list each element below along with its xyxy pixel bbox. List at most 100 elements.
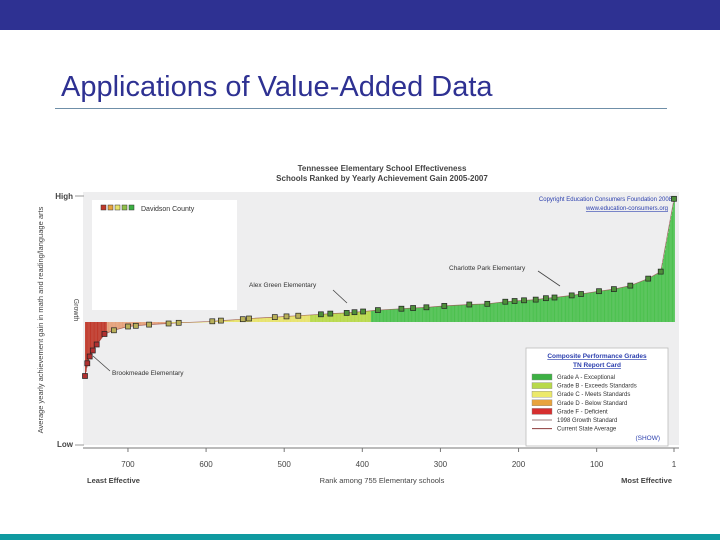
school-bar <box>610 289 612 322</box>
school-bar <box>467 304 469 322</box>
school-bar <box>299 315 301 322</box>
davidson-school-point <box>511 298 518 304</box>
school-bar <box>521 300 523 322</box>
school-bar <box>440 306 442 322</box>
school-bar <box>334 313 336 322</box>
school-bar <box>490 303 492 322</box>
school-bar <box>338 313 339 322</box>
school-bar <box>459 305 461 322</box>
school-bar <box>456 305 458 322</box>
school-bar <box>256 318 257 322</box>
school-bar <box>548 298 550 322</box>
school-bar <box>579 294 581 322</box>
davidson-school-point <box>578 291 584 297</box>
school-bar <box>492 303 494 322</box>
show-toggle[interactable]: (SHOW) <box>635 435 660 442</box>
school-bar <box>632 284 634 322</box>
school-bar <box>628 285 630 322</box>
grade-legend-marker <box>531 399 553 406</box>
school-bar <box>304 315 306 322</box>
school-bar <box>469 304 471 322</box>
school-bar <box>392 309 393 322</box>
school-bar <box>216 320 218 322</box>
school-bar <box>458 305 460 322</box>
school-bar <box>465 304 467 322</box>
school-bar <box>573 295 575 322</box>
school-bar <box>557 297 559 322</box>
school-bar <box>540 298 542 322</box>
school-bar <box>227 320 229 322</box>
school-bar <box>456 305 457 322</box>
school-bar <box>415 307 417 322</box>
school-bar <box>638 282 639 322</box>
davidson-school-point <box>246 315 252 322</box>
school-bar <box>661 267 663 322</box>
school-bar <box>261 317 263 322</box>
school-bar <box>326 313 328 322</box>
school-bar <box>624 286 626 322</box>
school-bar <box>337 313 339 322</box>
school-bar <box>122 322 124 328</box>
school-bar <box>367 311 369 322</box>
school-bar <box>541 298 543 322</box>
school-bar <box>660 271 662 322</box>
school-bar <box>472 304 474 322</box>
school-bar <box>267 317 268 322</box>
school-bar <box>445 305 447 322</box>
school-bar <box>568 295 570 322</box>
school-bar <box>578 294 580 322</box>
school-bar <box>564 296 566 322</box>
school-bar <box>606 290 607 322</box>
school-bar <box>173 322 175 324</box>
school-bar <box>367 311 368 322</box>
school-bar <box>306 315 308 322</box>
school-bar <box>201 321 203 323</box>
school-bar <box>295 315 296 322</box>
school-bar <box>292 316 293 322</box>
school-bar <box>347 312 349 322</box>
davidson-points-group <box>82 195 677 379</box>
school-bar <box>567 295 569 322</box>
school-bar <box>635 283 637 322</box>
school-bar <box>595 291 596 322</box>
davidson-school-point <box>84 360 91 367</box>
grade-legend-label: Current State Average <box>557 427 617 433</box>
school-bar <box>386 309 388 322</box>
school-bar <box>659 272 661 322</box>
school-bar <box>609 289 611 322</box>
school-bar <box>114 322 116 331</box>
school-bar <box>422 307 424 322</box>
school-bar <box>513 301 514 322</box>
school-bar <box>117 322 119 330</box>
school-bar <box>280 316 282 322</box>
school-bar <box>349 312 351 322</box>
school-bar <box>200 322 202 323</box>
school-bar <box>88 322 89 361</box>
school-bar <box>627 286 629 322</box>
school-bar <box>505 301 507 322</box>
school-bar <box>254 318 256 322</box>
school-bar <box>389 309 391 322</box>
school-bar <box>663 258 664 322</box>
school-bar <box>425 307 427 322</box>
school-bar <box>468 304 470 322</box>
school-bar <box>112 322 114 331</box>
school-bar <box>373 310 375 322</box>
school-bar <box>308 315 310 322</box>
davidson-school-point <box>410 305 416 311</box>
school-bar <box>332 313 334 322</box>
source-link[interactable]: www.education-consumers.org <box>585 206 668 212</box>
school-bar <box>342 313 343 322</box>
school-bar <box>549 297 550 322</box>
school-bar <box>120 322 121 329</box>
school-bar <box>512 301 514 322</box>
bottom-banner <box>0 534 720 540</box>
school-bar <box>329 313 331 322</box>
school-bar <box>449 305 451 322</box>
school-bar <box>153 322 155 325</box>
school-bar <box>470 304 472 322</box>
davidson-school-point <box>295 312 302 319</box>
school-bar <box>234 319 236 322</box>
most-effective-label: Most Effective <box>621 476 672 485</box>
school-bar <box>607 289 609 322</box>
